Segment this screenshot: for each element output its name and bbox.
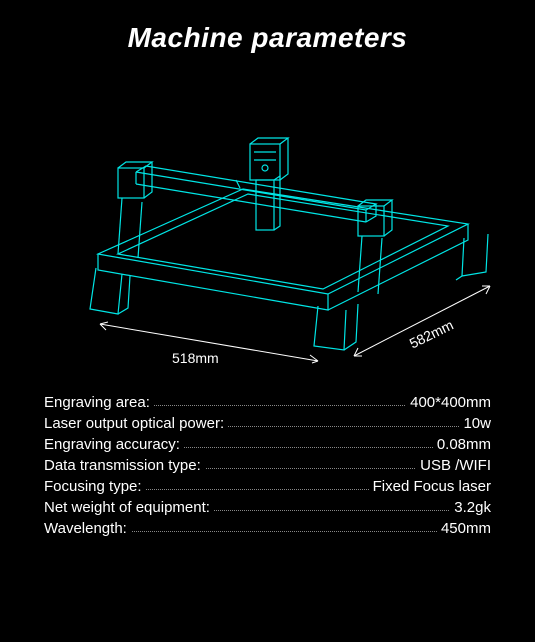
- spec-value: 3.2gk: [450, 499, 491, 516]
- spec-row: Focusing type: Fixed Focus laser: [44, 478, 491, 495]
- spec-value: 10w: [459, 415, 491, 432]
- spec-value: 450mm: [437, 520, 491, 537]
- spec-row: Laser output optical power: 10w: [44, 415, 491, 432]
- spec-label: Engraving accuracy:: [44, 436, 184, 453]
- spec-label: Net weight of equipment:: [44, 499, 214, 516]
- spec-value: 400*400mm: [406, 394, 491, 411]
- spec-value: USB /WIFI: [416, 457, 491, 474]
- spec-label: Laser output optical power:: [44, 415, 228, 432]
- spec-row: Engraving area: 400*400mm: [44, 394, 491, 411]
- spec-label: Engraving area:: [44, 394, 154, 411]
- dimension-width: 518mm: [172, 350, 219, 366]
- spec-label: Focusing type:: [44, 478, 146, 495]
- spec-row: Engraving accuracy: 0.08mm: [44, 436, 491, 453]
- spec-label: Wavelength:: [44, 520, 131, 537]
- spec-row: Data transmission type: USB /WIFI: [44, 457, 491, 474]
- spec-row: Wavelength: 450mm: [44, 520, 491, 537]
- spec-row: Net weight of equipment: 3.2gk: [44, 499, 491, 516]
- page-title: Machine parameters: [0, 0, 535, 54]
- spec-table: Engraving area: 400*400mm Laser output o…: [0, 394, 535, 537]
- machine-diagram: 518mm 582mm: [0, 54, 535, 384]
- spec-value: 0.08mm: [433, 436, 491, 453]
- spec-value: Fixed Focus laser: [369, 478, 491, 495]
- spec-label: Data transmission type:: [44, 457, 205, 474]
